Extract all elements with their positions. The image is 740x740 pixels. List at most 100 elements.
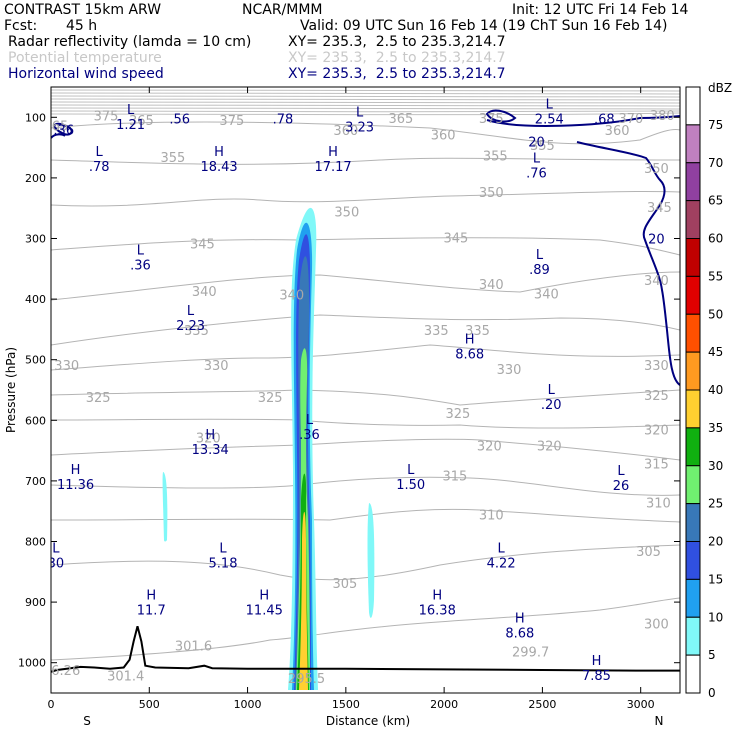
colorbar-swatch [685,503,701,542]
colorbar-level-label: 40 [708,383,723,397]
wind-extremum-marker: L [137,244,145,259]
x-tick-label: 1000 [234,698,262,711]
axis-layer: 100 200 300 400 500 600 700 800 900 1000 0 500 1000 1… [18,87,680,711]
y-tick-label: 1000 [18,657,46,670]
terrain-line [51,626,680,673]
colorbar-level-label: 35 [708,421,723,435]
theta-contour-label: 315 [443,470,468,485]
colorbar-swatch [685,541,701,580]
wind-extremum-value: .20 [541,398,562,413]
field-wind-name: Horizontal wind speed [8,66,164,82]
x-north-label: N [655,714,664,728]
colorbar-swatch [685,275,701,315]
theta-contour-label: 330 [644,359,669,374]
y-tick-label: 400 [25,293,46,306]
colorbar-swatch [685,351,701,391]
wind-extremum-marker: H [465,333,475,348]
colorbar-swatch [685,616,701,656]
theta-contours [51,121,680,661]
refl-echo-west [162,472,168,542]
theta-contour-label: 345 [647,201,672,216]
wind-extremum-value: 26 [613,479,630,494]
colorbar-swatch [685,86,701,126]
theta-contour-label: 330 [204,359,229,374]
theta-contour-label: 325 [644,389,669,404]
theta-contour-label: 380 [650,109,675,124]
valid-time: Valid: 09 UTC Sun 16 Feb 14 (19 ChT Sun … [300,18,668,34]
theta-contour-label: 375 [479,112,504,127]
x-tick-label: 3000 [627,698,655,711]
wind-extremum-marker: H [592,654,602,669]
colorbar-level-label: 0 [708,686,716,700]
wind-extremum-value: 7.85 [582,669,611,684]
wind-extremum-marker: H [146,588,156,603]
wind-contour-label: 20 [528,136,545,151]
wind-extremum-marker: L [52,542,60,557]
colorbar-level-label: 10 [708,610,723,624]
x-tick-label: 1500 [332,698,360,711]
theta-contour-label: 320 [644,424,669,439]
theta-contour-label: 340 [479,278,504,293]
theta-contour-label: 335 [424,324,449,339]
theta-contour-label: 375 [219,114,244,129]
wind-extremum-value: 16.38 [419,603,456,618]
wind-extremum-marker: L [548,383,556,398]
wind-extremum-value: 8.68 [505,626,534,641]
field-theta-name: Potential temperature [8,50,162,66]
y-axis-label: Pressure (hPa) [4,347,18,433]
theta-label-layer: 365 375 365 375 365 375 370 380 360 360 360 355 355 3… [51,109,675,687]
theta-contour-label: 310 [646,496,671,511]
wind-extremum-marker: H [515,611,525,626]
wind-contours [51,109,680,386]
wind-extremum-marker: H [328,145,338,160]
x-tick-label: 500 [139,698,160,711]
reflectivity-column [288,207,318,691]
wind-extremum-marker: H [259,588,269,603]
theta-contour-label: 325 [258,391,283,406]
theta-contour-label: 325 [86,391,111,406]
wind-extremum-value: .78 [273,112,294,127]
y-tick-label: 800 [25,536,46,549]
plot-frame [50,86,681,694]
organization-label: NCAR/MMM [242,2,323,18]
wind-extremum-marker: H [432,588,442,603]
theta-contour-label: 325 [445,407,470,422]
wind-extremum-value: .36 [130,259,151,274]
wind-extremum-value: 2.54 [535,112,564,127]
wind-extremum-marker: L [187,304,195,319]
wind-extremum-value: 30 [48,557,65,572]
field-wind-xy: XY= 235.3, 2.5 to 235.3,214.7 [288,66,506,82]
wind-extremum-value: .36 [53,123,74,138]
theta-contour-label: 301.4 [107,670,144,685]
wind-extremum-marker: L [498,542,506,557]
wind-extremum-value: 17.17 [314,160,351,175]
forecast-label: Fcst: [4,18,38,34]
theta-contour-label: 365 [129,114,154,129]
theta-contour-label: 305 [332,577,357,592]
x-tick-label: 2500 [528,698,556,711]
y-tick-label: 700 [25,475,46,488]
wind-extremum-value: .68 [594,112,615,127]
theta-contour-label: 360 [431,128,456,143]
wind-extremum-marker: L [546,97,554,112]
init-time: Init: 12 UTC Fri 14 Feb 14 [512,2,689,18]
y-tick-label: 200 [25,172,46,185]
colorbar-level-label: 25 [708,497,723,511]
theta-contour-label: 365 [388,112,413,127]
theta-contour-label: 360 [605,124,630,139]
x-tick-label: 2000 [430,698,458,711]
theta-contour-label: 6.26 [51,664,80,679]
wind-extremum-value: 11.7 [137,603,166,618]
wind-extremum-marker: L [533,151,541,166]
wind-extremum-value: 8.68 [455,348,484,363]
y-tick-label: 500 [25,354,46,367]
theta-contour-label: 370 [618,112,643,127]
wind-extremum-marker: L [356,105,364,120]
colorbar-swatch [685,578,701,618]
theta-contour-label: 340 [644,274,669,289]
theta-contour-label: 301.6 [175,639,212,654]
theta-contour-label: 320 [477,439,502,454]
colorbar-level-label: 45 [708,345,723,359]
colorbar-level-label: 75 [708,118,723,132]
wind-extremum-value: 18.43 [200,160,237,175]
